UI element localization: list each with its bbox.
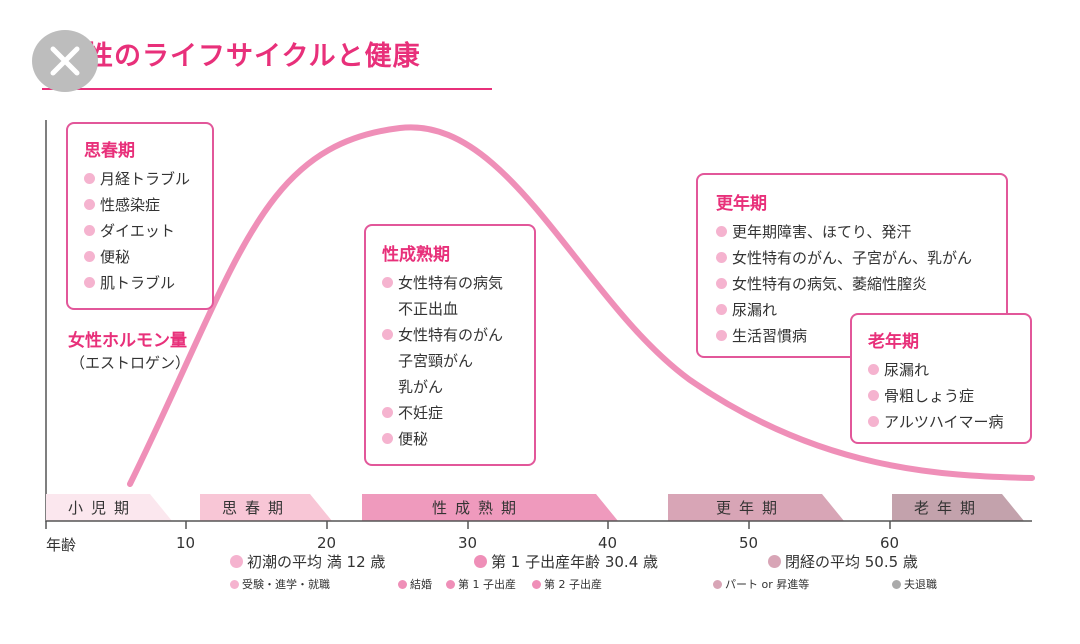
bullet-icon bbox=[716, 225, 727, 237]
bullet-icon bbox=[382, 406, 393, 418]
milestone-menarche: 初潮の平均 満 12 歳 bbox=[230, 551, 385, 572]
list-item: 更年期障害、ほてり、発汗 bbox=[716, 218, 1006, 244]
bullet-icon bbox=[716, 303, 727, 315]
stage-label-menopause: 更年期 bbox=[716, 499, 786, 517]
milestone-menopause: 閉経の平均 50.5 歳 bbox=[768, 551, 918, 572]
hormone-sublabel: （エストロゲン） bbox=[70, 354, 191, 372]
bullet-icon bbox=[382, 432, 393, 444]
bullet-icon bbox=[84, 276, 95, 288]
stage-band-old-age bbox=[892, 494, 1024, 521]
event-husband-retirement: 夫退職 bbox=[892, 576, 937, 592]
stage-label-old-age: 老年期 bbox=[914, 499, 984, 517]
maturity-box: 性成熟期 女性特有の病気 不正出血 女性特有のがん 子宮頸がん 乳がん 不妊症 … bbox=[364, 224, 536, 466]
list-item: 女性特有のがん bbox=[382, 321, 534, 347]
stage-label-puberty: 思春期 bbox=[222, 499, 292, 517]
bullet-icon bbox=[398, 579, 407, 589]
list-item: 生活習慣病 bbox=[716, 322, 1006, 348]
bullet-icon bbox=[716, 277, 727, 289]
bullet-icon bbox=[84, 198, 95, 210]
bullet-icon bbox=[716, 251, 727, 263]
bullet-icon bbox=[84, 224, 95, 236]
bullet-icon bbox=[382, 328, 393, 340]
event-first-child: 第 1 子出産 bbox=[446, 576, 516, 592]
milestone-first-birth: 第 1 子出産年齢 30.4 歳 bbox=[474, 551, 658, 572]
list-item: アルツハイマー病 bbox=[868, 408, 1030, 434]
bullet-icon bbox=[716, 329, 727, 341]
hormone-label: 女性ホルモン量 bbox=[68, 331, 187, 351]
close-icon bbox=[50, 46, 80, 76]
stage-band-childhood bbox=[46, 494, 172, 521]
event-second-child: 第 2 子出産 bbox=[532, 576, 602, 592]
list-item: 肌トラブル bbox=[84, 269, 212, 295]
puberty-title: 思春期 bbox=[84, 141, 135, 161]
maturity-title: 性成熟期 bbox=[382, 245, 450, 265]
title-underline bbox=[42, 88, 492, 90]
list-item-sub: 乳がん bbox=[398, 377, 444, 396]
list-item: 骨粗しょう症 bbox=[868, 382, 1030, 408]
bullet-icon bbox=[230, 555, 243, 568]
x-tick-label: 60 bbox=[880, 534, 900, 552]
stage-label-maturity: 性成熟期 bbox=[432, 499, 525, 517]
hormone-curve bbox=[127, 124, 1035, 487]
list-item: 尿漏れ bbox=[716, 296, 1006, 322]
bullet-icon bbox=[532, 579, 541, 589]
event-part-time-promotion: パート or 昇進等 bbox=[713, 576, 809, 592]
x-tick-label: 10 bbox=[176, 534, 196, 552]
bullet-icon bbox=[868, 363, 879, 375]
list-item: 女性特有の病気 bbox=[382, 269, 534, 295]
x-tick-label: 40 bbox=[598, 534, 618, 552]
event-marriage: 結婚 bbox=[398, 576, 432, 592]
list-item: ダイエット bbox=[84, 217, 212, 243]
close-button[interactable] bbox=[32, 30, 98, 92]
list-item: 性感染症 bbox=[84, 191, 212, 217]
x-tick-label: 30 bbox=[458, 534, 478, 552]
bullet-icon bbox=[768, 555, 781, 568]
list-item: 便秘 bbox=[84, 243, 212, 269]
menopause-title: 更年期 bbox=[716, 194, 767, 214]
list-item-sub: 不正出血 bbox=[398, 299, 459, 318]
list-item: 女性特有のがん、子宮がん、乳がん bbox=[716, 244, 1006, 270]
bullet-icon bbox=[84, 250, 95, 262]
bullet-icon bbox=[713, 579, 722, 589]
stage-band-puberty bbox=[200, 494, 332, 521]
bullet-icon bbox=[868, 389, 879, 401]
old-age-box: 老年期 尿漏れ 骨粗しょう症 アルツハイマー病 bbox=[850, 313, 1032, 444]
list-item-sub: 子宮頸がん bbox=[398, 351, 474, 370]
stage-band-maturity bbox=[362, 494, 618, 521]
x-axis-label: 年齢 bbox=[46, 536, 77, 554]
bullet-icon bbox=[474, 555, 487, 568]
event-exam-school-job: 受験・進学・就職 bbox=[230, 576, 330, 592]
x-tick-label: 50 bbox=[739, 534, 759, 552]
bullet-icon bbox=[230, 579, 239, 589]
list-item: 不妊症 bbox=[382, 399, 534, 425]
stage-band-menopause bbox=[668, 494, 844, 521]
bullet-icon bbox=[446, 579, 455, 589]
old-age-title: 老年期 bbox=[868, 332, 919, 352]
list-item: 月経トラブル bbox=[84, 165, 212, 191]
bullet-icon bbox=[84, 172, 95, 184]
page-title: 女性のライフサイクルと健康 bbox=[58, 41, 421, 72]
stage-label-childhood: 小児期 bbox=[68, 499, 138, 517]
bullet-icon bbox=[868, 415, 879, 427]
bullet-icon bbox=[892, 579, 901, 589]
list-item: 女性特有の病気、萎縮性膣炎 bbox=[716, 270, 1006, 296]
x-tick-label: 20 bbox=[317, 534, 337, 552]
puberty-box: 思春期 月経トラブル 性感染症 ダイエット 便秘 肌トラブル bbox=[66, 122, 214, 310]
list-item: 便秘 bbox=[382, 425, 534, 451]
bullet-icon bbox=[382, 276, 393, 288]
list-item: 尿漏れ bbox=[868, 356, 1030, 382]
